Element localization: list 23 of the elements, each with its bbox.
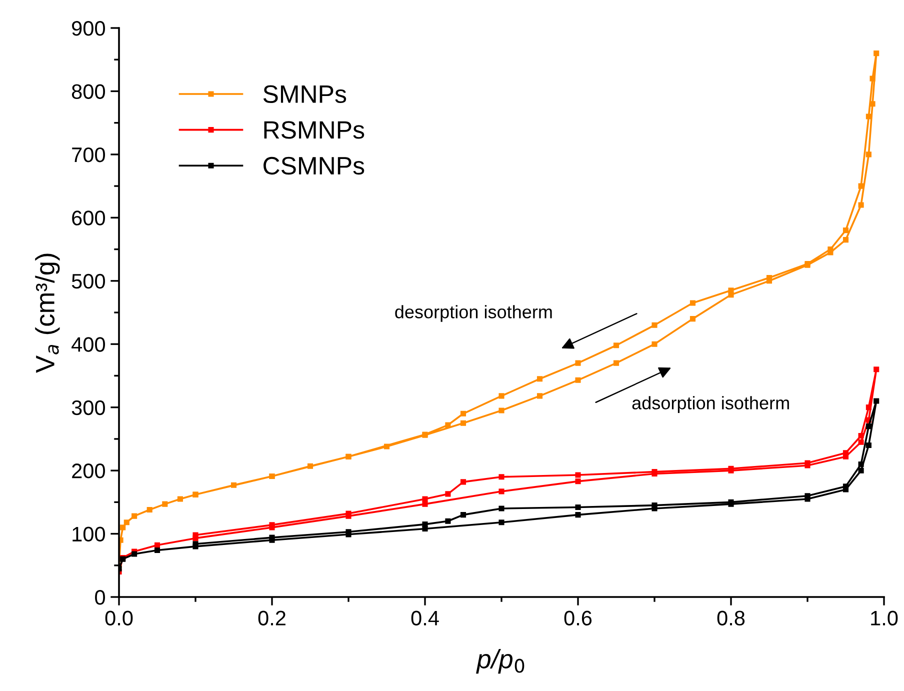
annotation: desorption isotherm — [395, 305, 552, 322]
annotation: adsorption isotherm — [632, 396, 789, 413]
y-tick-label: 800 — [72, 84, 105, 99]
y-tick-label: 700 — [72, 147, 105, 162]
x-tick-label: 0.2 — [258, 610, 286, 626]
y-tick-label: 900 — [72, 21, 105, 36]
y-tick-label: 400 — [72, 337, 105, 352]
y-tick-label: 500 — [72, 274, 105, 289]
y-tick-label: 300 — [72, 400, 105, 416]
y-tick-label: 0 — [95, 590, 105, 605]
x-axis-title: p/p$_{0}$ — [476, 649, 524, 674]
x-tick-label: 1.0 — [871, 610, 898, 626]
y-tick-label: 100 — [72, 526, 105, 542]
x-tick-label: 0.6 — [564, 610, 592, 626]
y-tick-label: 600 — [72, 210, 105, 226]
x-tick-label: 0.8 — [717, 610, 745, 626]
x-tick-label: 0.0 — [105, 610, 133, 626]
legend-label: CSMNPs — [264, 156, 364, 175]
y-axis-title: V$_{a}$ (cm³/g) — [35, 254, 60, 373]
y-tick-label: 200 — [72, 464, 105, 478]
legend-label: SMNPs — [263, 85, 346, 104]
legend-label: RSMNPs — [264, 121, 364, 139]
x-tick-label: 0.4 — [411, 610, 439, 626]
